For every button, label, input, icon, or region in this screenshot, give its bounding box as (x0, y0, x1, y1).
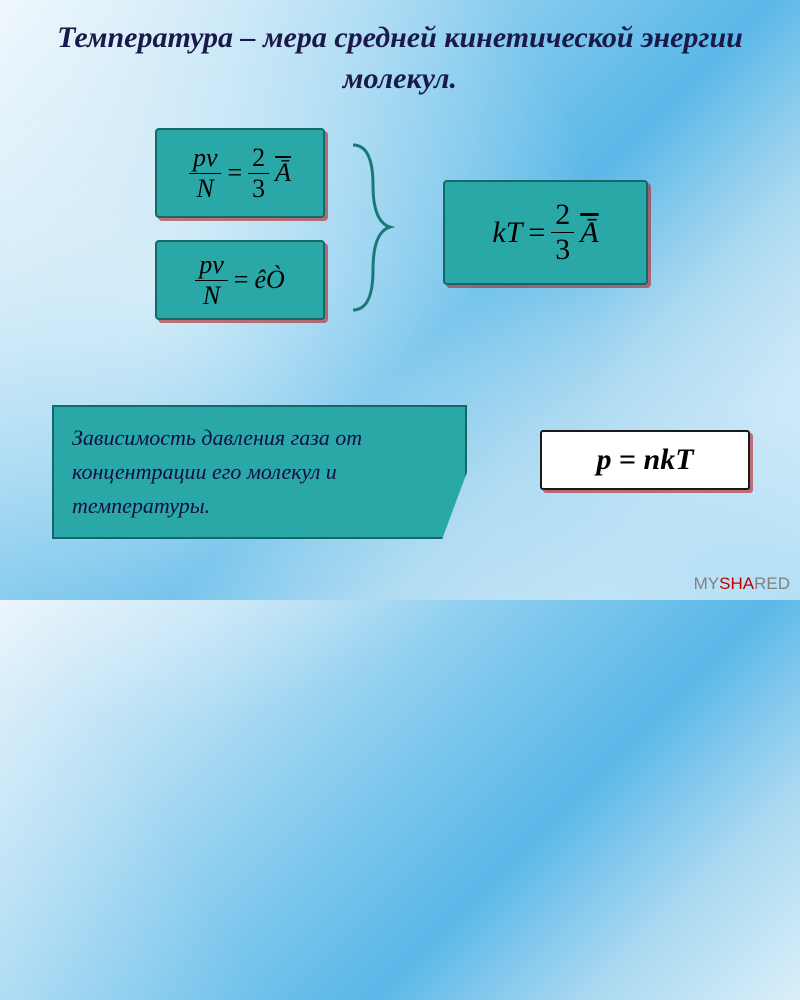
dependence-text-box: Зависимость давления газа от концентраци… (52, 405, 467, 539)
wm-pre: MY (694, 574, 720, 593)
equals-sign: = (528, 216, 545, 250)
curly-brace-icon (345, 140, 395, 315)
f1-tail: Ā (275, 158, 291, 188)
f2-lhs-den: N (199, 281, 224, 311)
f2-lhs-num: pv (195, 250, 228, 281)
watermark: MYSHARED (694, 574, 790, 594)
wm-mid: SHA (719, 574, 754, 593)
f3-rhs-den: 3 (551, 233, 574, 267)
f1-rhs-num: 2 (248, 143, 269, 174)
formula-pnkt: p = nkT (540, 430, 750, 490)
f3-rhs-num: 2 (551, 198, 574, 233)
equals-sign: = (234, 265, 249, 295)
page-title: Температура – мера средней кинетической … (0, 0, 800, 107)
f1-rhs-den: 3 (248, 174, 269, 204)
f1-lhs-num: pv (189, 143, 222, 174)
f2-rhs: êÒ (254, 265, 284, 295)
f1-lhs-den: N (193, 174, 218, 204)
formula-box-1: pv N = 2 3 Ā (155, 128, 325, 218)
equals-sign: = (227, 158, 242, 188)
formula-box-2: pv N = êÒ (155, 240, 325, 320)
formula-box-3: kT = 2 3 Ā (443, 180, 648, 285)
wm-post: RED (754, 574, 790, 593)
f3-tail: Ā (580, 216, 598, 250)
f3-lhs: kT (492, 216, 522, 250)
